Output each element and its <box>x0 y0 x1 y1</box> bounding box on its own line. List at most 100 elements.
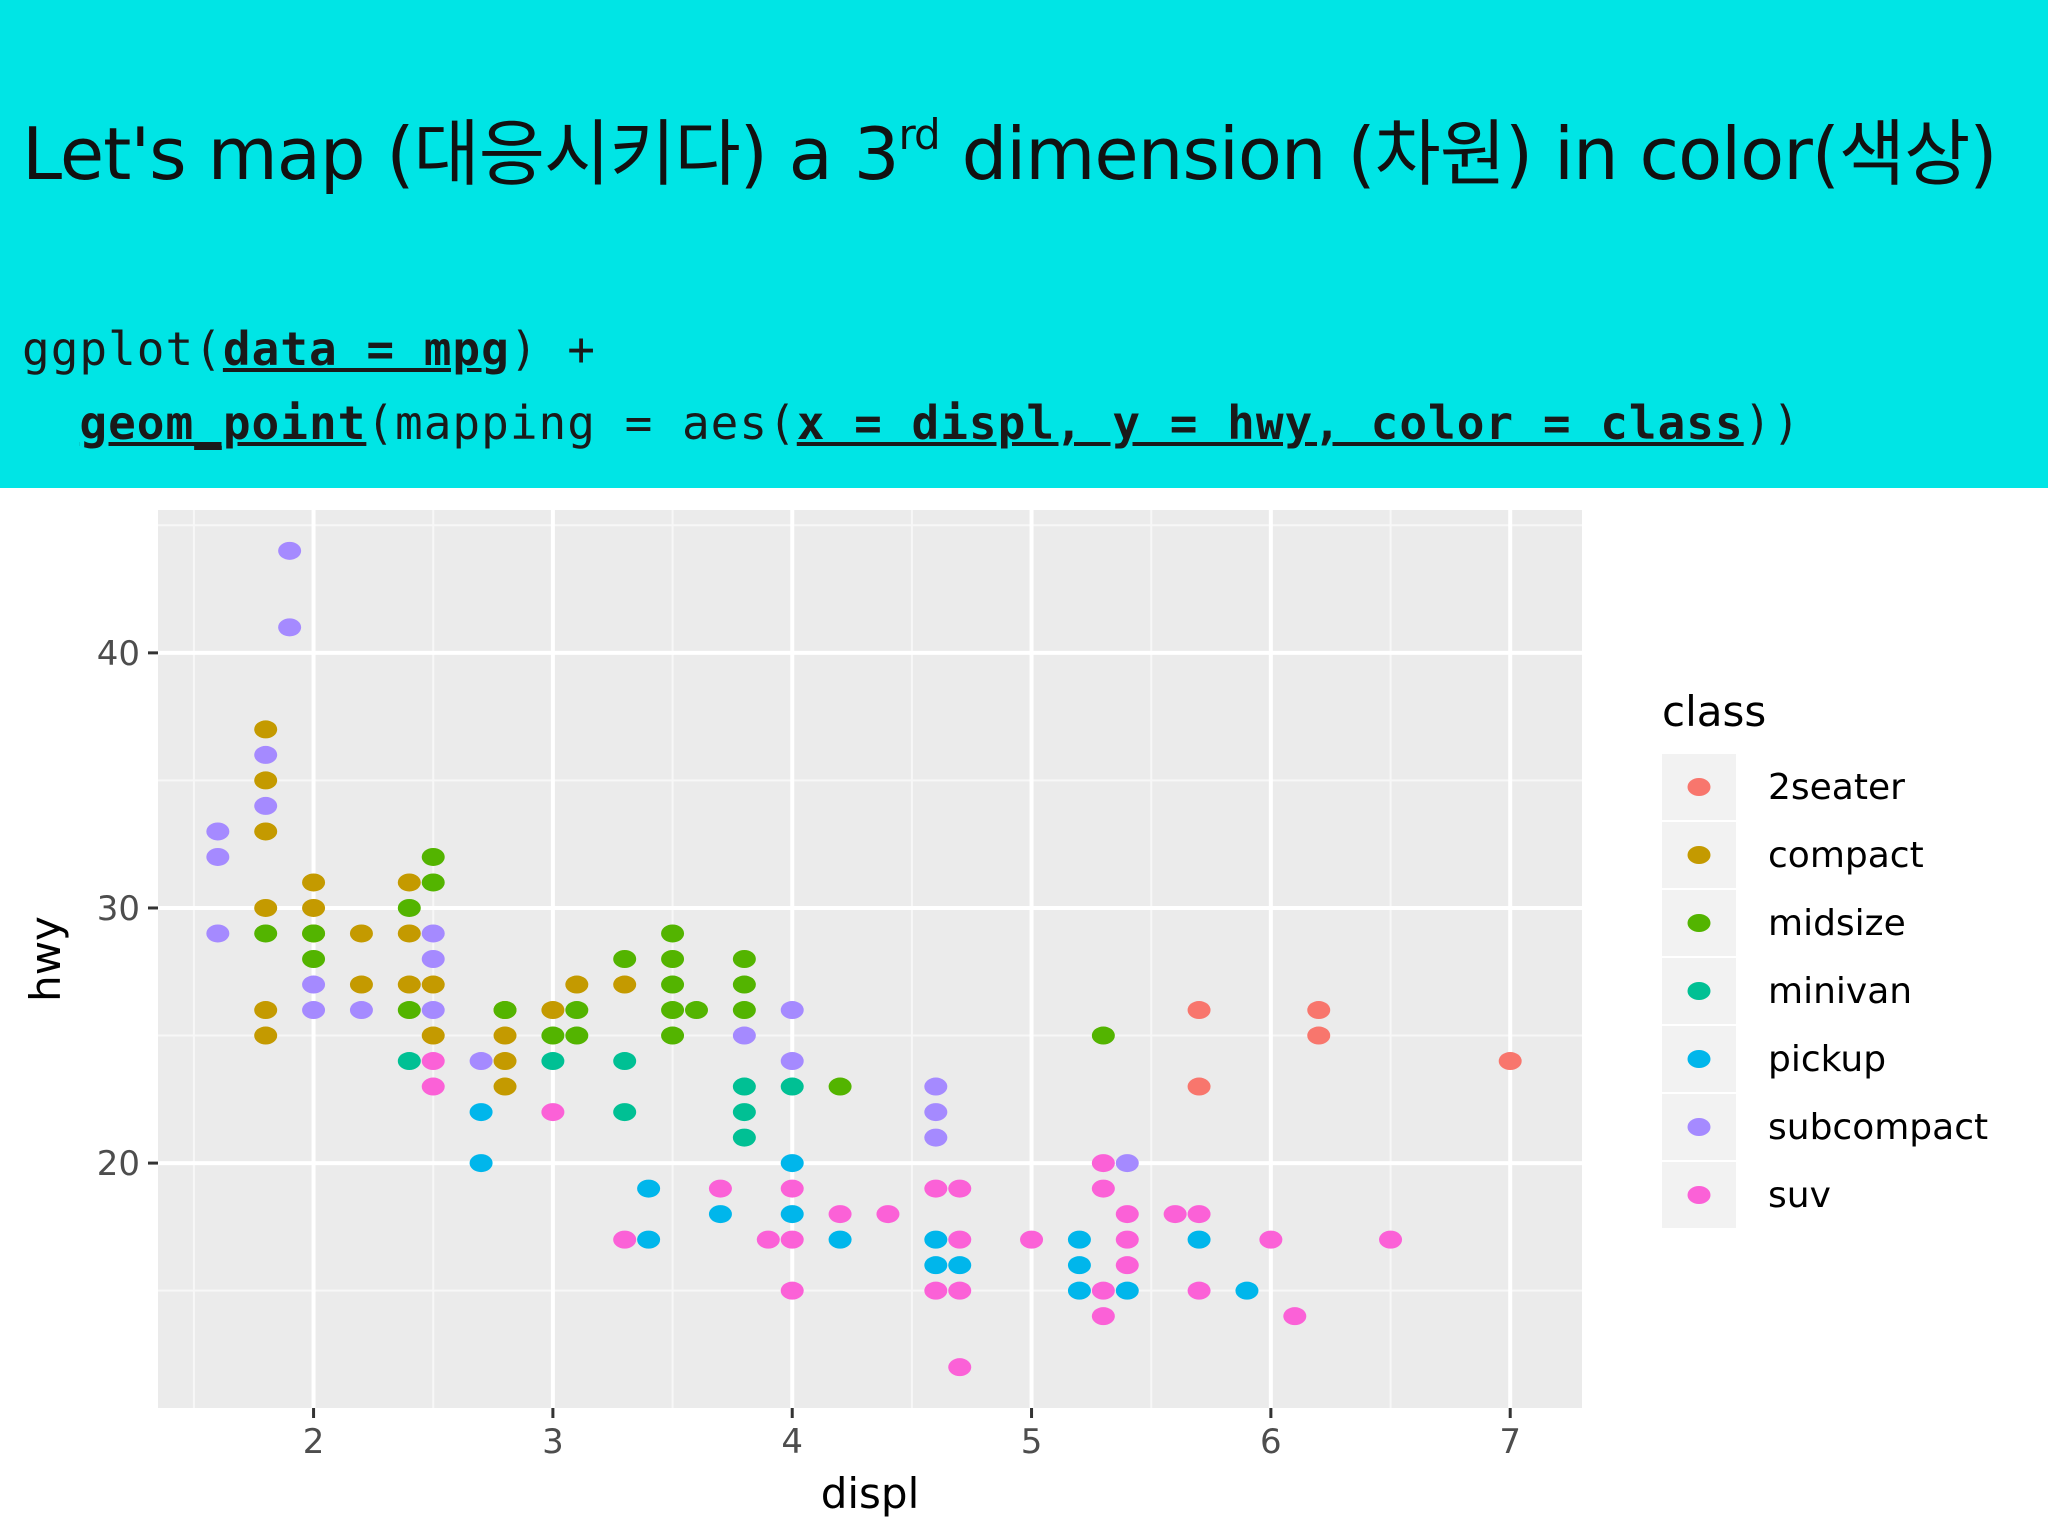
legend-key-dot <box>1687 982 1711 1000</box>
data-point <box>1067 1281 1091 1300</box>
series-subcompact <box>206 541 1139 1173</box>
legend-label: suv <box>1768 1175 1831 1216</box>
data-point <box>541 1026 565 1045</box>
data-point <box>948 1179 972 1198</box>
data-point <box>732 1026 756 1045</box>
data-point <box>876 1205 900 1224</box>
data-point <box>397 898 421 917</box>
data-point <box>349 1001 373 1020</box>
x-tick-label: 3 <box>542 1422 564 1462</box>
x-tick-label: 2 <box>303 1422 325 1462</box>
x-axis-title: displ <box>821 1469 920 1518</box>
data-point <box>254 720 278 739</box>
data-point <box>924 1103 948 1122</box>
data-point <box>780 1281 804 1300</box>
data-point <box>421 1026 445 1045</box>
data-point <box>302 975 326 994</box>
legend-label: midsize <box>1768 903 1906 944</box>
legend-key-dot <box>1687 1186 1711 1204</box>
data-point <box>493 1026 517 1045</box>
code-plus: ) + <box>509 322 596 376</box>
legend-item-2seater: 2seater <box>1662 754 1905 820</box>
data-point <box>469 1052 493 1071</box>
y-tick-label: 40 <box>97 634 140 674</box>
data-point <box>1163 1205 1187 1224</box>
data-point <box>302 873 326 892</box>
data-point <box>780 1001 804 1020</box>
data-point <box>948 1358 972 1377</box>
data-point <box>948 1230 972 1249</box>
data-point <box>254 796 278 815</box>
data-point <box>254 898 278 917</box>
data-point <box>661 1026 685 1045</box>
y-tick-label: 30 <box>97 889 140 929</box>
panel-background <box>158 510 1582 1408</box>
data-point <box>1091 1026 1115 1045</box>
data-point <box>924 1179 948 1198</box>
data-point <box>1091 1179 1115 1198</box>
data-point <box>1115 1154 1139 1173</box>
data-point <box>732 950 756 968</box>
data-point <box>732 1077 756 1096</box>
data-point <box>254 924 278 943</box>
data-point <box>1307 1026 1331 1045</box>
data-point <box>708 1179 732 1198</box>
data-point <box>924 1077 948 1096</box>
legend-key-dot <box>1687 1050 1711 1068</box>
legend-label: pickup <box>1768 1039 1886 1080</box>
data-point <box>302 924 326 943</box>
data-point <box>206 822 230 841</box>
data-point <box>613 1052 637 1071</box>
legend-item-minivan: minivan <box>1662 958 1912 1024</box>
axes: 2 3 4 5 6 7 20 30 40 displ hwy <box>21 634 1521 1518</box>
code-line-1: ggplot(data = mpg) + <box>22 322 596 376</box>
slide-title: Let's map (대응시키다) a 3rd dimension (차원) i… <box>22 95 1997 200</box>
data-point <box>206 847 230 866</box>
data-point <box>493 1052 517 1071</box>
data-point <box>397 873 421 892</box>
data-point <box>1307 1001 1331 1020</box>
data-point <box>421 924 445 943</box>
legend-item-midsize: midsize <box>1662 890 1906 956</box>
data-point <box>780 1205 804 1224</box>
data-point <box>780 1230 804 1249</box>
data-point <box>924 1281 948 1300</box>
data-point <box>1259 1230 1283 1249</box>
legend-item-suv: suv <box>1662 1162 1831 1228</box>
legend-key-dot <box>1687 846 1711 864</box>
data-point <box>661 975 685 994</box>
data-points <box>206 541 1522 1377</box>
data-point <box>1115 1230 1139 1249</box>
data-point <box>1498 1052 1522 1071</box>
data-point <box>613 975 637 994</box>
title-superscript: rd <box>898 110 941 159</box>
data-point <box>206 924 230 943</box>
data-point <box>1091 1281 1115 1300</box>
data-point <box>613 1230 637 1249</box>
data-point <box>541 1052 565 1071</box>
data-point <box>421 950 445 968</box>
data-point <box>780 1077 804 1096</box>
data-point <box>1187 1077 1211 1096</box>
legend-key-dot <box>1687 914 1711 932</box>
legend-key-dot <box>1687 778 1711 796</box>
data-point <box>1187 1205 1211 1224</box>
legend-label: subcompact <box>1768 1107 1988 1148</box>
data-point <box>421 1001 445 1020</box>
data-point <box>732 1103 756 1122</box>
grid-lines <box>158 510 1582 1408</box>
data-point <box>1067 1230 1091 1249</box>
series-2seater <box>1187 1001 1522 1096</box>
data-point <box>254 745 278 764</box>
legend-title: class <box>1662 687 1766 736</box>
data-point <box>349 924 373 943</box>
legend-label: 2seater <box>1768 767 1905 808</box>
data-point <box>732 975 756 994</box>
data-point <box>924 1230 948 1249</box>
data-point <box>1067 1256 1091 1275</box>
data-point <box>732 1128 756 1147</box>
data-point <box>684 1001 708 1020</box>
data-point <box>637 1230 661 1249</box>
code-line-2: geom_point(mapping = aes(x = displ, y = … <box>22 396 1801 450</box>
data-point <box>637 1179 661 1198</box>
